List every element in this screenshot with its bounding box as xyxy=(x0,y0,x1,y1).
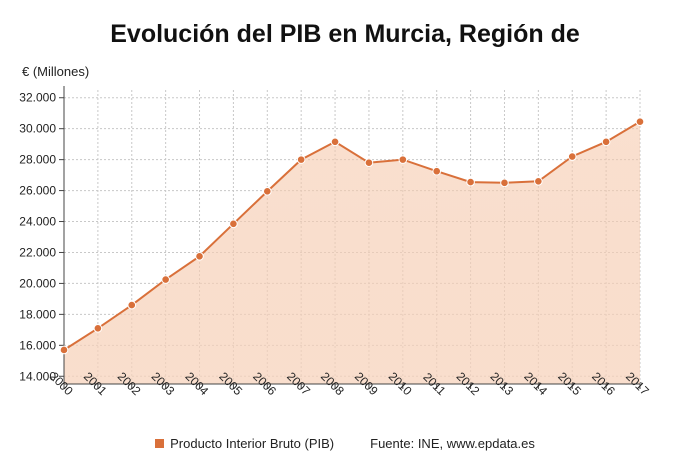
y-tick-label: 20.000 xyxy=(19,276,56,290)
series-points xyxy=(59,117,645,355)
data-point-2015[interactable] xyxy=(567,152,577,161)
data-point-2001[interactable] xyxy=(93,323,103,333)
series-area xyxy=(64,121,640,384)
data-point-2012[interactable] xyxy=(466,177,475,187)
y-tick-label: 30.000 xyxy=(19,122,56,136)
data-point-2003[interactable] xyxy=(161,275,170,284)
source-note: Fuente: INE, www.epdata.es xyxy=(370,436,535,451)
series-line xyxy=(63,120,641,351)
data-point-2016[interactable] xyxy=(601,137,611,147)
chart-title: Evolución del PIB en Murcia, Región de xyxy=(110,20,580,48)
data-point-2004[interactable] xyxy=(195,252,204,261)
data-point-2009[interactable] xyxy=(364,158,374,168)
y-tick-label: 14.000 xyxy=(19,369,56,383)
data-point-2000[interactable] xyxy=(59,345,69,355)
data-point-2002[interactable] xyxy=(127,300,137,310)
legend: Producto Interior Bruto (PIB) Fuente: INE… xyxy=(0,436,690,451)
y-tick-label: 32.000 xyxy=(19,91,56,105)
y-tick-label: 28.000 xyxy=(19,153,56,167)
data-point-2006[interactable] xyxy=(262,187,272,196)
data-point-2017[interactable] xyxy=(635,117,645,127)
y-tick-label: 16.000 xyxy=(19,338,56,352)
data-point-2014[interactable] xyxy=(534,176,543,186)
legend-swatch xyxy=(155,439,165,448)
y-tick-labels: 14.000 16.000 18.000 20.000 22.000 24.000 26.0… xyxy=(19,91,56,384)
data-point-2010[interactable] xyxy=(398,155,408,164)
data-point-2008[interactable] xyxy=(330,137,340,147)
data-point-2007[interactable] xyxy=(296,155,306,164)
data-point-2011[interactable] xyxy=(432,166,442,176)
y-tick-label: 24.000 xyxy=(19,215,56,229)
data-point-2013[interactable] xyxy=(500,178,509,188)
legend-series-name: Producto Interior Bruto (PIB) xyxy=(170,436,335,451)
y-tick-label: 18.000 xyxy=(19,307,56,321)
y-axis-label: € (Millones) xyxy=(22,64,90,79)
y-tick-label: 22.000 xyxy=(19,245,56,259)
y-tick-label: 26.000 xyxy=(19,184,56,198)
axes xyxy=(59,86,641,389)
data-point-2005[interactable] xyxy=(229,219,238,229)
